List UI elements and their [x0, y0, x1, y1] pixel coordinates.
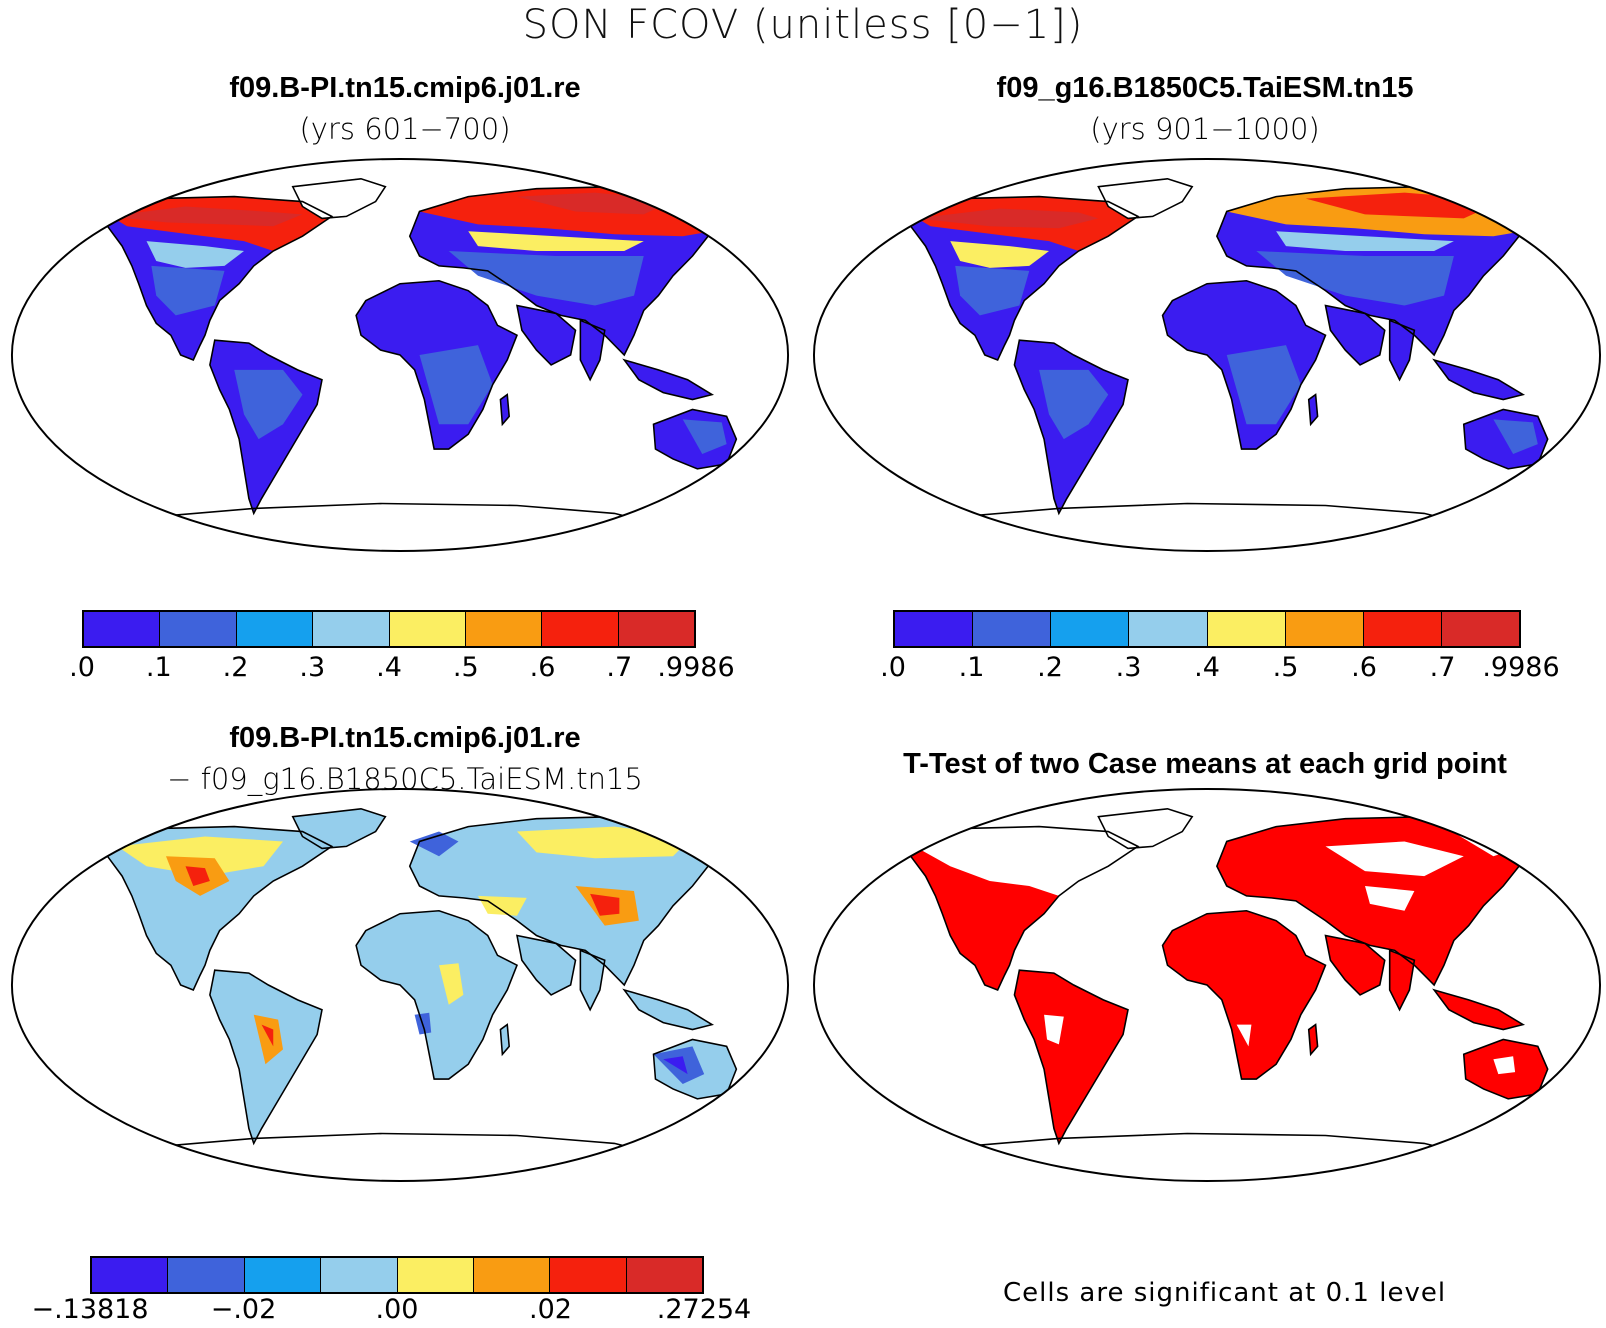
colorbar-swatch	[465, 612, 543, 646]
colorbar-tick-label: .3	[299, 652, 326, 683]
colorbar-tick-label: .6	[529, 652, 556, 683]
panel4-title: T-Test of two Case means at each grid po…	[903, 748, 1507, 780]
colorbar-tick-label: .9986	[1482, 652, 1560, 683]
map-panel-1	[10, 157, 790, 553]
colorbar-tick-label: .1	[958, 652, 985, 683]
colorbar-swatch	[313, 612, 390, 646]
colorbar-tick-label: .0	[69, 652, 95, 683]
panel1-subtitle: (yrs 601−700)	[299, 112, 511, 146]
colorbar-tick-label: .7	[1429, 652, 1456, 683]
colorbar-swatch	[160, 612, 237, 646]
colorbar-tick-label: .4	[1194, 652, 1220, 683]
significance-note: Cells are significant at 0.1 level	[1003, 1278, 1447, 1308]
colorbar-tick-label: .5	[1272, 652, 1299, 683]
colorbar-tick-label: .00	[375, 1294, 419, 1325]
map-panel-4-ttest	[812, 787, 1602, 1183]
panel1-title: f09.B-PI.tn15.cmip6.j01.re	[229, 72, 581, 104]
colorbar-swatch	[1129, 612, 1208, 646]
colorbar-swatch	[168, 1258, 245, 1292]
colorbar-swatch	[1363, 612, 1442, 646]
colorbar-swatch	[389, 612, 466, 646]
colorbar-swatch	[1285, 612, 1364, 646]
colorbar-swatch	[973, 612, 1052, 646]
panel3-title: f09.B-PI.tn15.cmip6.j01.re	[229, 722, 581, 754]
colorbar-swatch	[542, 612, 619, 646]
colorbar-ticks-panel-3: −.13818 −.02 .00 .02 .27254	[31, 1294, 751, 1328]
colorbar-swatch	[92, 1258, 169, 1292]
colorbar-swatch	[626, 1258, 702, 1292]
colorbar-swatch	[1441, 612, 1519, 646]
colorbar-tick-label: .4	[376, 652, 402, 683]
panel2-title: f09_g16.B1850C5.TaiESM.tn15	[996, 72, 1414, 104]
colorbar-tick-label: −.13818	[31, 1294, 149, 1325]
colorbar-panel-3	[90, 1256, 704, 1294]
colorbar-tick-label: .9986	[657, 652, 735, 683]
colorbar-swatch	[473, 1258, 551, 1292]
colorbar-swatch	[1051, 612, 1130, 646]
panel2-subtitle: (yrs 901−1000)	[1090, 112, 1320, 146]
colorbar-swatch	[84, 612, 161, 646]
colorbar-swatch	[1207, 612, 1286, 646]
colorbar-tick-label: .5	[452, 652, 479, 683]
colorbar-tick-label: .2	[1037, 652, 1063, 683]
colorbar-tick-label: .02	[529, 1294, 572, 1325]
colorbar-swatch	[244, 1258, 322, 1292]
colorbar-ticks-panel-2: .0 .1 .2 .3 .4 .5 .6 .7 .9986	[880, 652, 1560, 686]
colorbar-tick-label: .27254	[656, 1294, 752, 1325]
map-panel-2	[812, 157, 1602, 553]
colorbar-swatch	[895, 612, 974, 646]
colorbar-swatch	[236, 612, 314, 646]
colorbar-tick-label: .2	[222, 652, 249, 683]
colorbar-tick-label: .0	[880, 652, 906, 683]
colorbar-tick-label: .3	[1115, 652, 1142, 683]
colorbar-swatch	[397, 1258, 474, 1292]
colorbar-tick-label: −.02	[210, 1294, 277, 1325]
colorbar-swatch	[550, 1258, 627, 1292]
colorbar-tick-label: .7	[606, 652, 633, 683]
colorbar-panel-1	[82, 610, 696, 648]
panel3-subtitle: − f09_g16.B1850C5.TaiESM.tn15	[167, 762, 643, 796]
colorbar-tick-label: .6	[1351, 652, 1377, 683]
colorbar-ticks-panel-1: .0 .1 .2 .3 .4 .5 .6 .7 .9986	[69, 652, 735, 686]
figure-title: SON FCOV (unitless [0−1])	[522, 2, 1084, 48]
colorbar-tick-label: .1	[145, 652, 172, 683]
colorbar-swatch	[618, 612, 694, 646]
colorbar-panel-2	[893, 610, 1521, 648]
colorbar-swatch	[321, 1258, 398, 1292]
map-panel-3-difference	[10, 787, 790, 1183]
